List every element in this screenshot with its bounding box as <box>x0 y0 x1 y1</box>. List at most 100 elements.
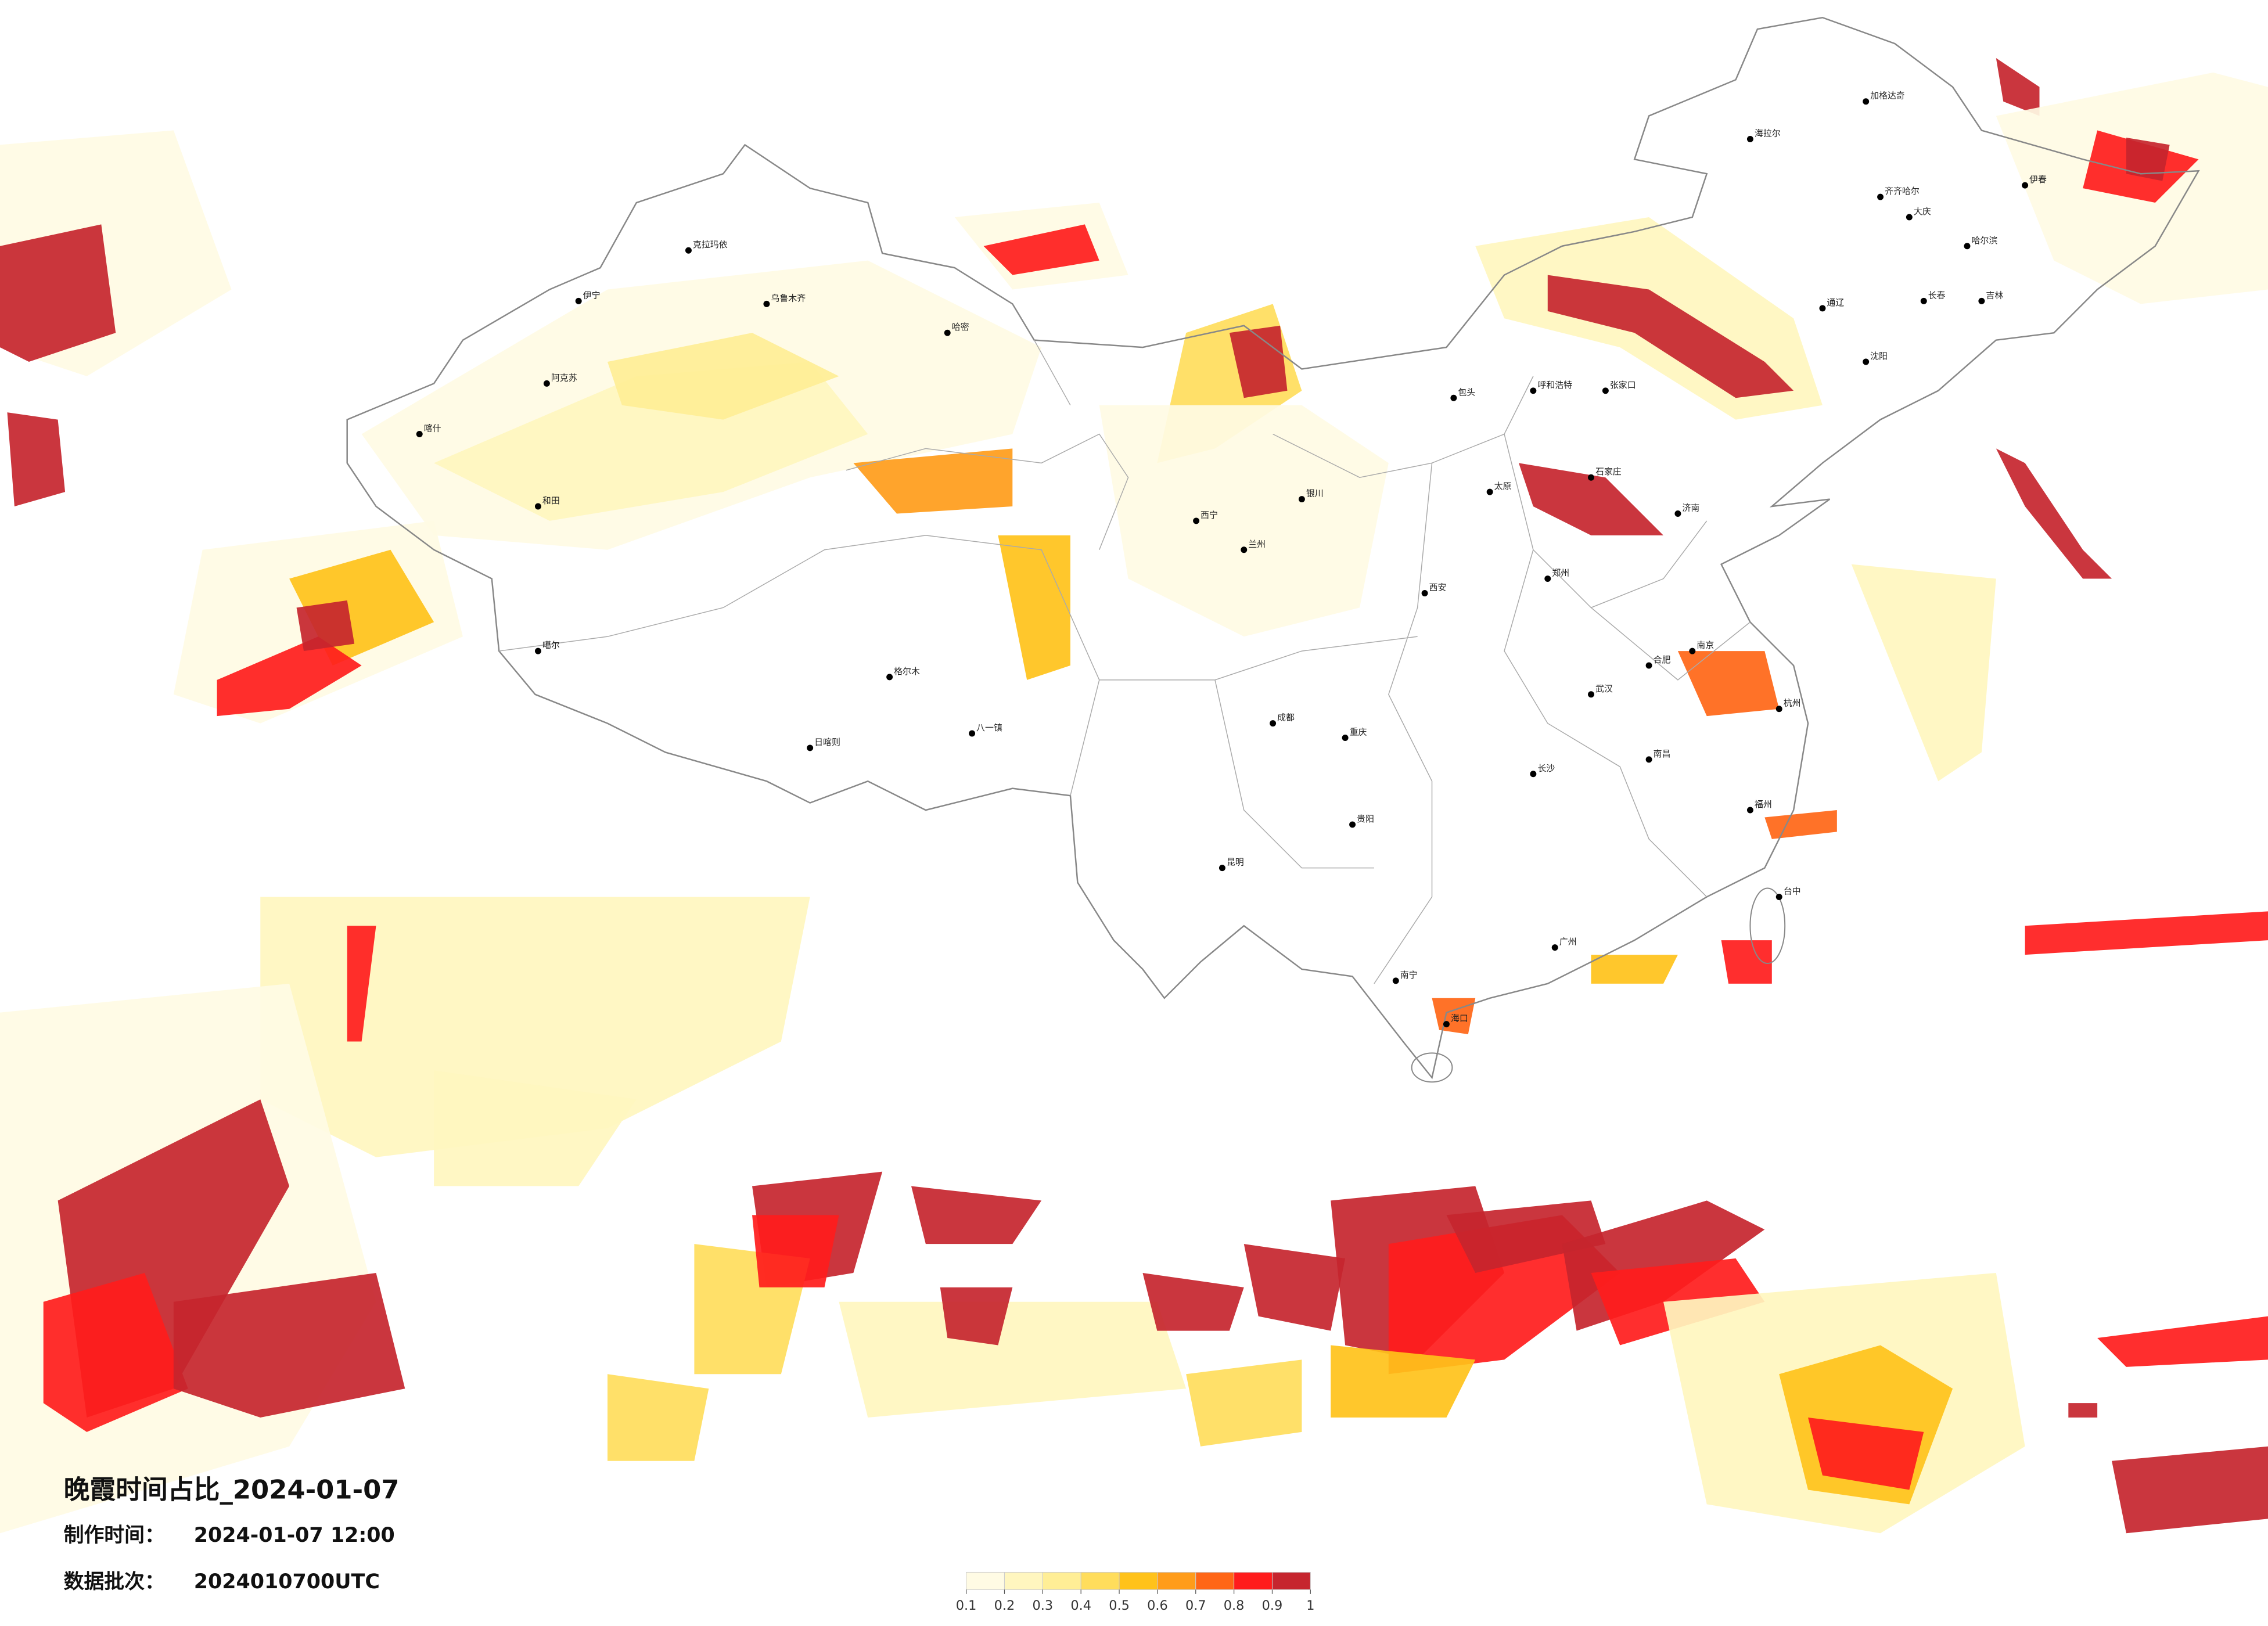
city-label: 南宁 <box>1400 970 1418 980</box>
city-dot <box>807 744 814 751</box>
colorbar-box <box>1234 1571 1273 1590</box>
city-label: 沈阳 <box>1870 351 1888 361</box>
city-dot <box>1349 821 1356 828</box>
field-patch <box>853 448 1013 514</box>
city-dot <box>1298 496 1305 503</box>
city-dot <box>1906 214 1913 221</box>
city-dot <box>575 297 582 304</box>
field-patch <box>2126 137 2170 181</box>
city-label: 八一镇 <box>976 722 1002 733</box>
field-patch <box>1331 1345 1476 1418</box>
city-dot <box>1551 944 1558 951</box>
map-title: 晚霞时间占比_2024-01-07 <box>64 1474 400 1505</box>
city-label: 合肥 <box>1654 654 1671 665</box>
batch: 2024010700UTC <box>194 1570 380 1593</box>
city-label: 伊宁 <box>583 290 601 300</box>
field-patch <box>217 636 362 717</box>
field-patch <box>1764 810 1837 839</box>
city-label: 通辽 <box>1827 297 1844 308</box>
colorbar-box <box>1195 1571 1235 1590</box>
city-dot <box>1964 243 1971 250</box>
city-dot <box>1587 474 1594 481</box>
field-patch <box>1518 463 1663 535</box>
city-label: 武汉 <box>1595 684 1613 694</box>
city-label: 福州 <box>1755 799 1772 810</box>
city-dot <box>1270 720 1277 727</box>
city-label: 太原 <box>1494 481 1512 491</box>
colorbar-box <box>966 1571 1005 1590</box>
field-patch <box>1388 1215 1620 1375</box>
city-label: 包头 <box>1458 387 1475 397</box>
city-dot <box>886 674 893 681</box>
city-dot <box>534 647 541 654</box>
city-label: 成都 <box>1277 713 1295 723</box>
city-label: 噶尔 <box>542 640 560 650</box>
city-label: 南京 <box>1696 640 1714 650</box>
colorbar-box <box>1157 1571 1196 1590</box>
city-label: 阿克苏 <box>551 372 577 383</box>
city-dot <box>1219 865 1225 872</box>
city-label: 格尔木 <box>894 666 920 677</box>
field-patch <box>607 333 839 420</box>
field-patch <box>347 926 376 1042</box>
field-patch <box>434 1070 637 1186</box>
city-dot <box>944 329 951 336</box>
city-dot <box>763 300 770 307</box>
colorbar-tick-label: 0.3 <box>1033 1598 1054 1613</box>
field-patch <box>1099 405 1389 637</box>
field-patch <box>1851 564 1996 782</box>
field-patch <box>1229 325 1288 398</box>
colorbar-tick-label: 0.8 <box>1224 1598 1245 1613</box>
city-dot <box>1863 358 1870 365</box>
province-borders <box>499 340 1751 984</box>
city-label: 哈尔滨 <box>1971 235 1997 246</box>
field-patch <box>1996 57 2040 116</box>
city-label: 大庆 <box>1914 206 1931 217</box>
field-patch <box>839 1301 1187 1418</box>
city-label: 海拉尔 <box>1755 128 1781 138</box>
city-dot <box>1193 517 1200 524</box>
city-dot <box>1421 589 1428 596</box>
city-dot <box>1877 193 1884 200</box>
colorbar-box <box>1271 1571 1311 1590</box>
city-dot <box>1241 546 1248 553</box>
city-dot <box>969 730 976 737</box>
field-patch <box>911 1186 1042 1244</box>
colorbar-box <box>1080 1571 1120 1590</box>
city-dot <box>416 431 423 437</box>
city-label: 昆明 <box>1227 857 1244 868</box>
field-patch <box>983 224 1099 275</box>
colorbar-box <box>1042 1571 1081 1590</box>
field-patch <box>940 1287 1013 1346</box>
city-dot <box>1819 305 1826 312</box>
city-dot <box>1392 977 1399 984</box>
city-dot <box>1863 98 1870 105</box>
city-dot <box>1530 387 1537 394</box>
field-patch <box>2025 911 2268 955</box>
city-dot <box>543 380 550 387</box>
colorbar-box <box>1004 1571 1043 1590</box>
field-patch <box>260 897 810 1157</box>
batch-label: 数据批次： <box>64 1570 165 1593</box>
city-label: 日喀则 <box>814 737 840 747</box>
city-label: 兰州 <box>1248 539 1266 549</box>
field-patch <box>1677 651 1780 717</box>
city-dot <box>1486 488 1493 495</box>
colorbar-tick-label: 0.2 <box>994 1598 1015 1613</box>
city-label: 加格达奇 <box>1870 91 1905 101</box>
city-label: 长沙 <box>1537 763 1555 774</box>
field-patch <box>1996 448 2112 579</box>
city-label: 南昌 <box>1654 749 1671 759</box>
city-label: 呼和浩特 <box>1537 380 1572 390</box>
city-label: 齐齐哈尔 <box>1885 186 1920 196</box>
city-label: 杭州 <box>1784 698 1801 708</box>
city-dot <box>1645 662 1652 669</box>
city-dot <box>534 503 541 510</box>
city-dot <box>685 247 692 254</box>
colorbar-tick-label: 0.1 <box>956 1598 977 1613</box>
field-patch <box>1186 1359 1302 1447</box>
city-label: 西宁 <box>1201 510 1218 520</box>
city-label: 郑州 <box>1552 568 1569 578</box>
